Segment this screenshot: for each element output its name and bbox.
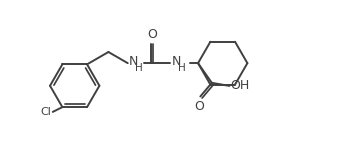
Text: H: H [135, 63, 143, 73]
Text: H: H [178, 63, 186, 73]
Text: Cl: Cl [41, 107, 51, 117]
Text: OH: OH [230, 79, 250, 92]
Text: N: N [129, 55, 138, 68]
Text: N: N [171, 55, 181, 68]
Text: O: O [194, 100, 204, 113]
Text: O: O [147, 28, 157, 41]
